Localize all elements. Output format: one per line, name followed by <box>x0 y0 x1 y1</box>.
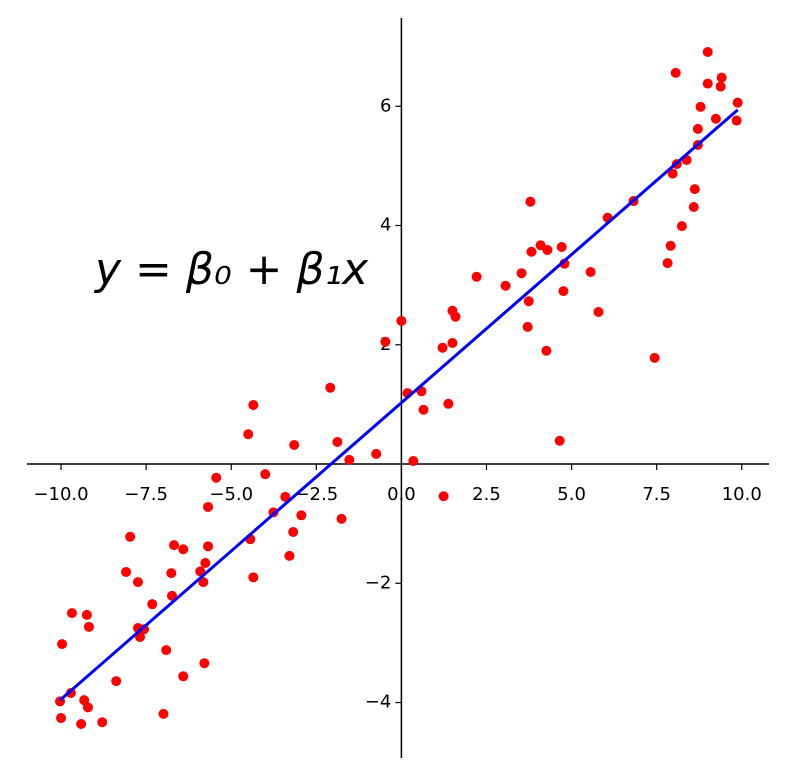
x-tick-label: −2.5 <box>294 484 338 505</box>
data-point <box>161 645 172 656</box>
data-point <box>438 491 449 502</box>
data-point <box>57 639 68 650</box>
y-tick-label: −4 <box>365 692 392 713</box>
data-point <box>715 81 726 92</box>
data-point <box>443 398 454 409</box>
data-point <box>526 246 537 257</box>
data-point <box>688 202 699 213</box>
data-point <box>243 429 254 440</box>
data-point <box>325 382 336 393</box>
data-point <box>702 78 713 89</box>
data-point <box>158 708 169 719</box>
data-point <box>121 566 132 577</box>
data-point <box>670 67 681 78</box>
data-point <box>716 72 727 83</box>
data-point <box>166 590 177 601</box>
data-point <box>284 550 295 561</box>
data-point <box>710 113 721 124</box>
data-point <box>554 435 565 446</box>
data-point <box>689 184 700 195</box>
data-point <box>82 702 93 713</box>
data-point <box>396 315 407 326</box>
data-point <box>132 577 143 588</box>
plot-area: −10.0−7.5−5.0−2.50.02.55.07.510.0−4−2246 <box>27 18 769 758</box>
y-tick-label: −2 <box>365 572 392 593</box>
data-point <box>125 531 136 542</box>
data-point <box>523 296 534 307</box>
data-point <box>500 280 511 291</box>
data-point <box>178 671 189 682</box>
data-point <box>702 46 713 57</box>
data-point <box>371 448 382 459</box>
data-point <box>731 115 742 126</box>
data-point <box>667 168 678 179</box>
data-point <box>676 221 687 232</box>
x-tick-label: 10.0 <box>722 484 762 505</box>
data-point <box>211 472 222 483</box>
data-point <box>662 258 673 269</box>
x-tick-label: −7.5 <box>124 484 168 505</box>
data-point <box>178 544 189 555</box>
data-point <box>408 456 419 467</box>
data-point <box>471 271 482 282</box>
data-point <box>692 123 703 134</box>
data-point <box>76 719 87 730</box>
x-tick-label: −5.0 <box>209 484 253 505</box>
data-point <box>111 676 122 687</box>
data-point <box>665 240 676 251</box>
data-point <box>81 609 92 620</box>
data-point <box>522 321 533 332</box>
data-point <box>296 510 307 521</box>
data-point <box>695 101 706 112</box>
data-point <box>289 439 300 450</box>
data-point <box>516 268 527 279</box>
data-point <box>198 577 209 588</box>
data-point <box>344 454 355 465</box>
data-point <box>169 540 180 551</box>
data-point <box>56 713 67 724</box>
x-tick-label: 7.5 <box>642 484 671 505</box>
data-point <box>558 286 569 297</box>
data-point <box>542 244 553 255</box>
data-point <box>447 337 458 348</box>
data-point <box>649 352 660 363</box>
x-tick-label: 0.0 <box>387 484 416 505</box>
data-point <box>260 469 271 480</box>
data-point <box>200 558 211 569</box>
data-point <box>83 621 94 632</box>
data-point <box>541 345 552 356</box>
data-point <box>65 688 76 699</box>
data-point <box>248 399 259 410</box>
data-point <box>336 513 347 524</box>
x-tick-label: 2.5 <box>472 484 501 505</box>
data-point <box>593 306 604 317</box>
data-point <box>166 568 177 579</box>
data-point <box>280 491 291 502</box>
data-point <box>97 717 108 728</box>
data-point <box>332 436 343 447</box>
data-point <box>288 527 299 538</box>
data-point <box>203 541 214 552</box>
data-point <box>199 658 210 669</box>
y-tick-label: 4 <box>380 215 391 236</box>
x-tick-label: −10.0 <box>33 484 88 505</box>
data-point <box>732 97 743 108</box>
data-point <box>525 196 536 207</box>
data-point <box>147 599 158 610</box>
y-tick-label: 6 <box>380 95 391 116</box>
data-point <box>585 267 596 278</box>
data-point <box>66 608 77 619</box>
data-point <box>203 501 214 512</box>
formula-annotation: y = β₀ + β₁x <box>93 244 369 295</box>
x-tick-label: 5.0 <box>557 484 586 505</box>
data-point <box>556 241 567 252</box>
data-point <box>418 404 429 415</box>
fit-line <box>59 108 739 702</box>
data-point <box>248 572 259 583</box>
data-point <box>450 311 461 322</box>
data-point <box>380 336 391 347</box>
data-point <box>437 342 448 353</box>
